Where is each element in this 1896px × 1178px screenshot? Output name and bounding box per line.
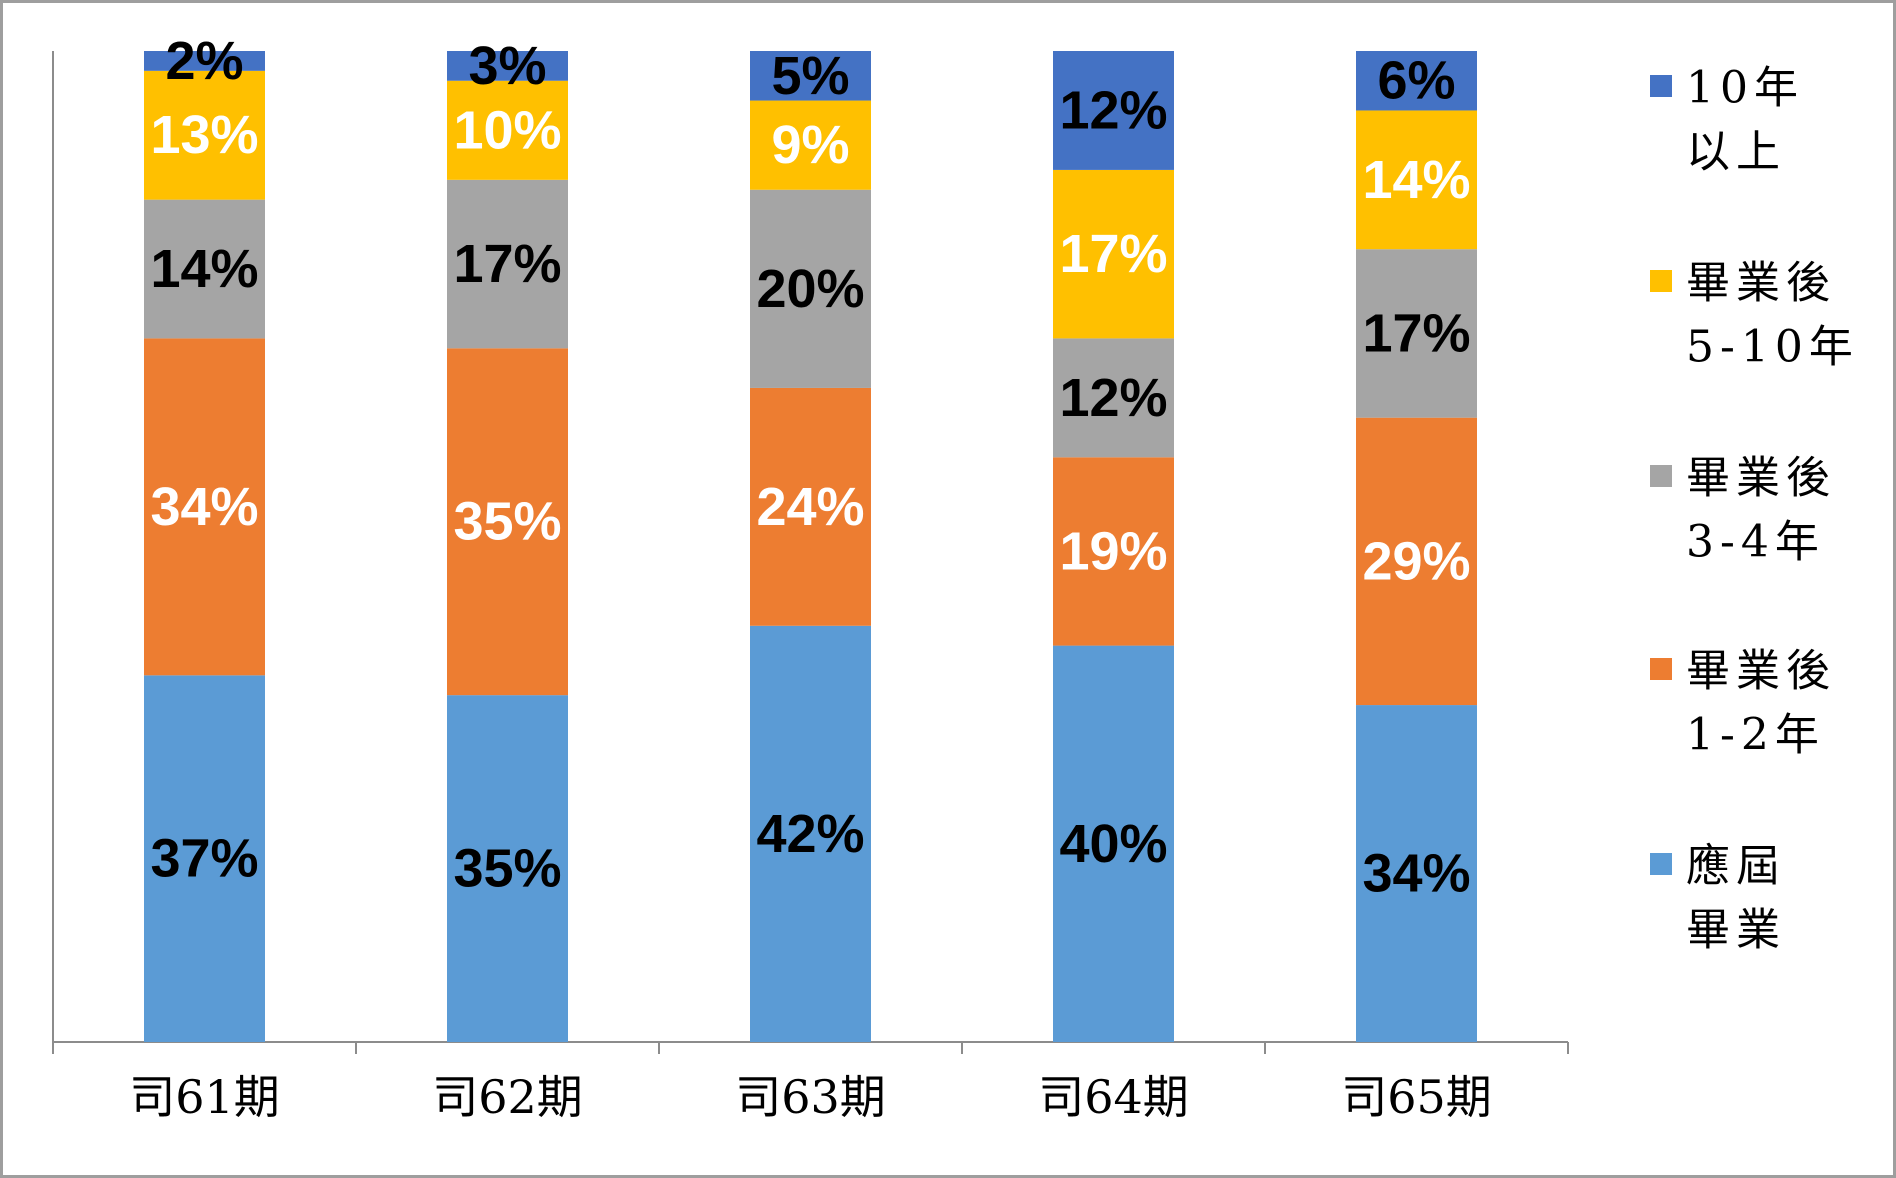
- legend-label: 應屆: [1686, 841, 1786, 892]
- bar-segment: [750, 189, 871, 388]
- x-tick-label: 司61期: [129, 1070, 280, 1124]
- bar-segment: [750, 51, 871, 101]
- data-label: 14%: [1362, 150, 1470, 210]
- legend-label: 畢業後: [1686, 453, 1836, 504]
- bar-segment: [1053, 169, 1174, 339]
- data-label: 5%: [771, 46, 849, 106]
- bar-segment: [750, 387, 871, 626]
- bar-segment: [447, 51, 568, 81]
- legend-label: 畢業後: [1686, 258, 1836, 309]
- bar-segment: [447, 80, 568, 180]
- stacked-bar-chart: 37% 34% 14% 13% 2% 35% 35% 17% 10%3% 42% 24% 20% 9% 5…: [52, 31, 1859, 1124]
- data-label: 35%: [453, 839, 561, 899]
- x-tick-label: 司62期: [432, 1070, 583, 1124]
- bar-segment: [144, 338, 265, 676]
- bar-segment: [1053, 457, 1174, 646]
- bar-segment: [144, 70, 265, 200]
- bar-segment: [1356, 110, 1477, 250]
- data-labels: 37% 34% 14% 13% 2% 35% 35% 17% 10%3% 42% 24% 20% 9% 5…: [150, 31, 1470, 904]
- data-label: 9%: [771, 115, 849, 175]
- x-tick-label: 司63期: [735, 1070, 886, 1124]
- bar-segment: [144, 675, 265, 1042]
- data-label: 17%: [1059, 224, 1167, 284]
- data-label: 37%: [150, 829, 258, 889]
- bar-segment: [1053, 338, 1174, 458]
- data-label: 42%: [756, 804, 864, 864]
- legend-label: 畢業後: [1686, 646, 1836, 697]
- bar-segment: [1356, 705, 1477, 1042]
- legend-swatch: [1650, 853, 1672, 875]
- legend-label: 3-4年: [1686, 517, 1825, 568]
- bar-segment: [447, 348, 568, 696]
- data-label: 20%: [756, 259, 864, 319]
- data-label: 2%: [165, 31, 243, 91]
- bar-segment: [447, 695, 568, 1042]
- legend-label: 以上: [1686, 127, 1786, 178]
- data-label: 12%: [1059, 80, 1167, 140]
- bar-segment: [750, 100, 871, 190]
- legend-label: 10年: [1686, 63, 1804, 114]
- bar-segment: [750, 625, 871, 1042]
- legend-swatch: [1650, 465, 1672, 487]
- data-label: 34%: [1362, 844, 1470, 904]
- legend-swatch: [1650, 658, 1672, 680]
- bar-segment: [1356, 249, 1477, 418]
- data-label: 6%: [1377, 51, 1455, 111]
- data-label: 13%: [150, 105, 258, 165]
- legend-label: 畢業: [1686, 905, 1786, 956]
- data-label: 10%: [453, 100, 561, 160]
- category-labels: 司61期 司62期 司63期 司64期 司65期: [129, 1070, 1492, 1124]
- legend-swatch: [1650, 75, 1672, 97]
- bar-segment: [1053, 645, 1174, 1042]
- data-label: 14%: [150, 239, 258, 299]
- data-label: 40%: [1059, 814, 1167, 874]
- bar-segment: [1356, 417, 1477, 706]
- legend-label: 5-10年: [1686, 322, 1859, 373]
- data-label: 34%: [150, 477, 258, 537]
- bar-segment: [447, 179, 568, 349]
- data-label: 19%: [1059, 521, 1167, 581]
- data-label: 3%: [468, 36, 546, 96]
- data-label: 24%: [756, 477, 864, 537]
- legend-swatch: [1650, 270, 1672, 292]
- bars: [144, 51, 1477, 1042]
- legend-label: 1-2年: [1686, 710, 1825, 761]
- data-label: 29%: [1362, 531, 1470, 591]
- bar-segment: [144, 51, 265, 71]
- bar-segment: [1356, 51, 1477, 111]
- x-tick-label: 司64期: [1038, 1070, 1189, 1124]
- data-label: 17%: [1362, 303, 1470, 363]
- data-label: 17%: [453, 234, 561, 294]
- data-label: 12%: [1059, 368, 1167, 428]
- x-tick-label: 司65期: [1341, 1070, 1492, 1124]
- data-label: 35%: [453, 492, 561, 552]
- bar-segment: [1053, 51, 1174, 170]
- bar-segment: [144, 199, 265, 339]
